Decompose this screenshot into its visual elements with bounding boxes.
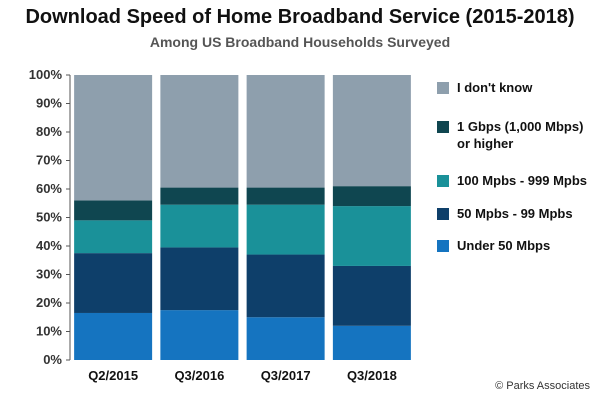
bar-segment: [160, 187, 239, 205]
x-category-label: Q3/2018: [347, 368, 397, 383]
bar-segment: [246, 317, 325, 360]
bar-segment: [160, 204, 239, 248]
legend-swatch: [437, 175, 449, 187]
y-tick-label: 90%: [36, 96, 62, 111]
bar-segment: [332, 206, 411, 266]
y-tick-label: 70%: [36, 153, 62, 168]
bar-segment: [246, 254, 325, 318]
bar-segment: [246, 204, 325, 255]
bar-segment: [160, 247, 239, 311]
bar-segment: [246, 75, 325, 188]
bar-segment: [160, 75, 239, 188]
bar-segment: [332, 186, 411, 207]
y-tick-label: 80%: [36, 124, 62, 139]
chart-subtitle: Among US Broadband Households Surveyed: [149, 34, 451, 50]
legend-label: I don't know: [457, 80, 533, 95]
y-tick-label: 100%: [29, 67, 63, 82]
y-tick-label: 20%: [36, 295, 62, 310]
bar-segment: [74, 220, 153, 254]
legend-swatch: [437, 208, 449, 220]
y-tick-label: 10%: [36, 324, 62, 339]
legend-swatch: [437, 240, 449, 252]
y-tick-label: 60%: [36, 181, 62, 196]
bar-segment: [74, 253, 153, 313]
legend-swatch: [437, 121, 449, 133]
bar-segment: [332, 265, 411, 326]
legend-label: Under 50 Mbps: [457, 238, 550, 253]
y-tick-label: 0%: [43, 352, 62, 367]
legend-label: 1 Gbps (1,000 Mbps) or higher: [457, 119, 583, 151]
bar-segment: [332, 325, 411, 360]
bar-segment: [160, 310, 239, 360]
y-tick-label: 50%: [36, 210, 62, 225]
bar-segment: [332, 75, 411, 187]
x-category-label: Q3/2016: [174, 368, 224, 383]
chart-title: Download Speed of Home Broadband Service…: [25, 6, 575, 28]
bar-segment: [74, 312, 153, 360]
legend-label: 100 Mpbs - 999 Mpbs: [457, 173, 587, 188]
y-tick-label: 30%: [36, 267, 62, 282]
bar-segment: [246, 187, 325, 205]
y-tick-label: 40%: [36, 238, 62, 253]
credit-text: © Parks Associates: [495, 380, 590, 392]
legend-label: 50 Mpbs - 99 Mpbs: [457, 206, 573, 221]
x-category-label: Q2/2015: [88, 368, 138, 383]
legend-swatch: [437, 82, 449, 94]
bar-segment: [74, 75, 153, 201]
bar-segment: [74, 200, 153, 221]
x-category-label: Q3/2017: [261, 368, 311, 383]
